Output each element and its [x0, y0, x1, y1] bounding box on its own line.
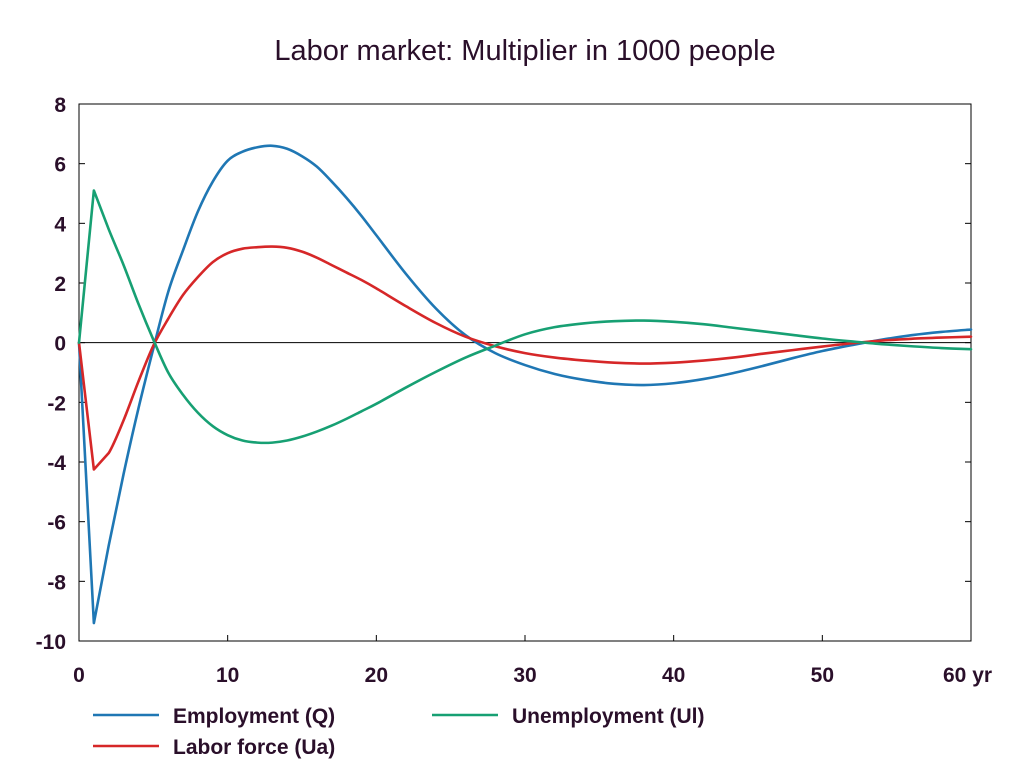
y-tick-label: 0: [54, 333, 66, 356]
x-tick-label: 40: [662, 664, 685, 687]
legend-label: Unemployment (Ul): [512, 705, 705, 728]
y-tick-label: 2: [54, 273, 66, 296]
series-line-3: [77, 189, 973, 445]
legend: Employment (Q) Labor force (Ua) Unemployme…: [93, 705, 705, 759]
y-tick-label: -4: [47, 452, 66, 475]
x-tick-label: 10: [216, 664, 239, 687]
y-tick-label: 8: [54, 94, 66, 117]
y-tick-label: -10: [36, 631, 66, 654]
legend-label: Labor force (Ua): [173, 736, 335, 759]
x-tick-label: 50: [811, 664, 834, 687]
y-tick-label: -8: [47, 571, 66, 594]
series-line-1: [77, 144, 973, 625]
legend-label: Employment (Q): [173, 705, 335, 728]
x-tick-label: 20: [365, 664, 388, 687]
x-tick-label: 0: [73, 664, 85, 687]
y-tick-label: -6: [47, 512, 66, 535]
x-tick-label: 60 yr: [943, 664, 992, 687]
y-tick-label: -2: [47, 392, 66, 415]
chart-title: Labor market: Multiplier in 1000 people: [274, 35, 775, 67]
series-layer: [77, 144, 973, 625]
y-tick-label: 6: [54, 154, 66, 177]
x-tick-label: 30: [513, 664, 536, 687]
series-line-2: [77, 245, 973, 471]
y-tick-label: 4: [54, 213, 66, 236]
plot-frame: [78, 103, 972, 642]
